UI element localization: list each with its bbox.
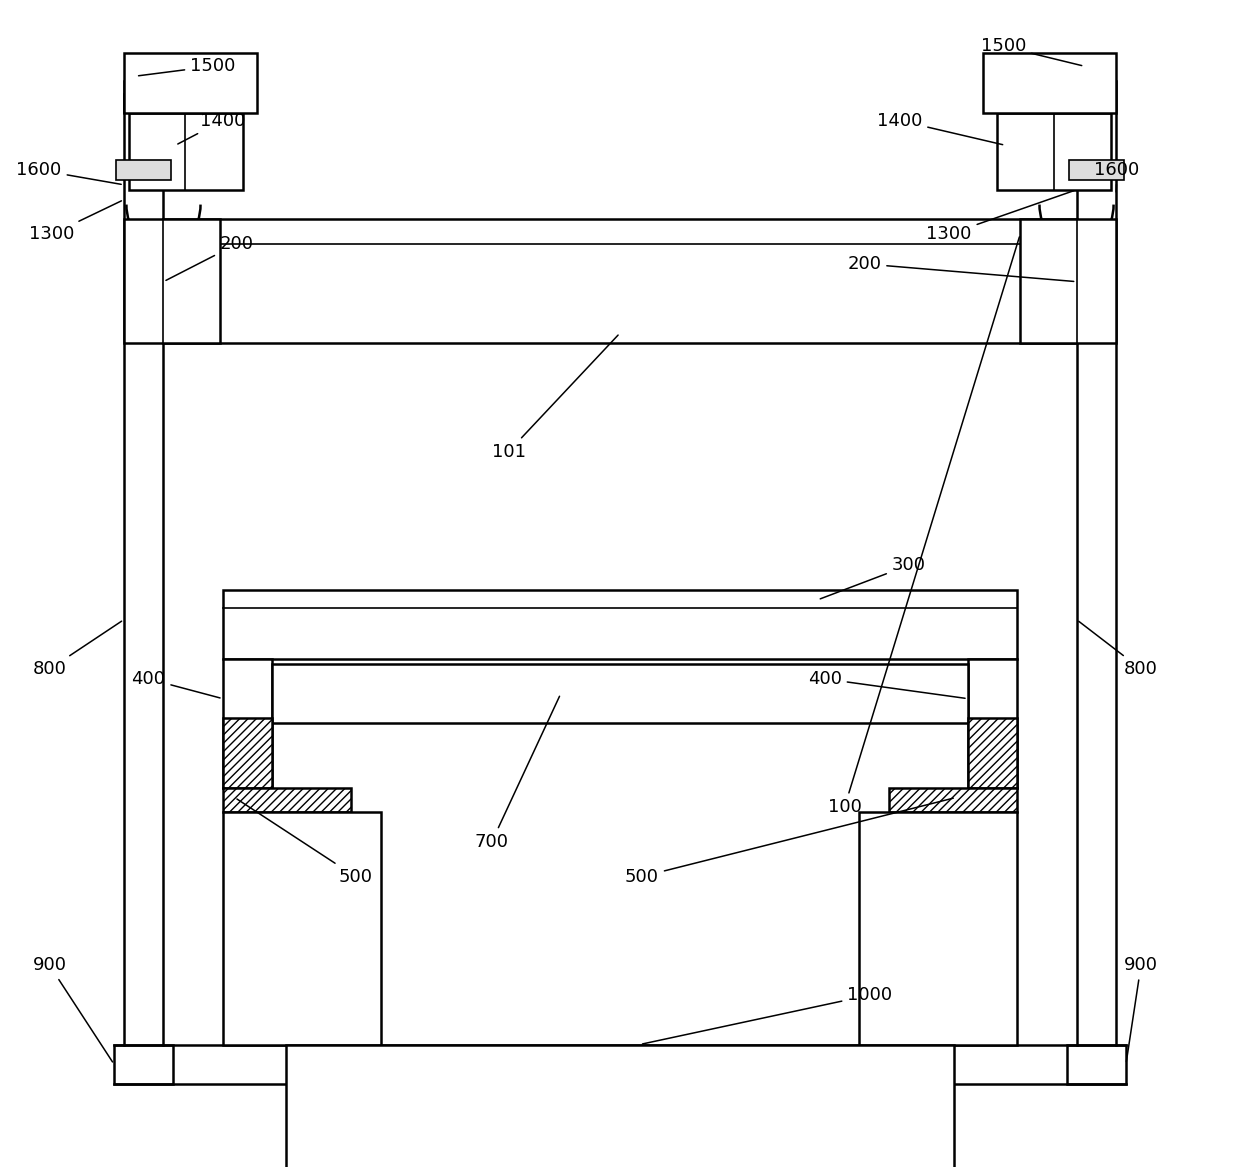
Text: 500: 500 bbox=[625, 798, 954, 885]
Text: 1300: 1300 bbox=[30, 201, 122, 243]
Bar bbox=[124, 220, 219, 343]
Text: 1500: 1500 bbox=[981, 38, 1081, 66]
Bar bbox=[223, 812, 381, 1045]
Bar bbox=[124, 94, 243, 113]
Bar bbox=[968, 659, 1017, 788]
Text: 1400: 1400 bbox=[177, 112, 246, 144]
Text: 1600: 1600 bbox=[1095, 161, 1140, 191]
Text: 300: 300 bbox=[820, 556, 926, 599]
Bar bbox=[117, 160, 171, 180]
Text: 900: 900 bbox=[1123, 957, 1158, 1061]
Bar bbox=[223, 659, 272, 788]
Text: 400: 400 bbox=[131, 670, 219, 699]
Text: 1300: 1300 bbox=[926, 190, 1074, 243]
Text: 800: 800 bbox=[1079, 621, 1158, 679]
Bar bbox=[286, 1045, 954, 1174]
Bar bbox=[114, 1045, 174, 1084]
Bar bbox=[997, 94, 1116, 113]
Bar bbox=[1021, 220, 1116, 343]
Bar bbox=[272, 664, 968, 723]
Bar bbox=[982, 53, 1116, 113]
Bar bbox=[997, 113, 1111, 190]
Text: 200: 200 bbox=[166, 235, 254, 281]
Bar bbox=[223, 788, 351, 812]
Text: 500: 500 bbox=[237, 799, 372, 885]
Bar bbox=[223, 591, 1017, 659]
Bar bbox=[164, 220, 1076, 343]
Bar bbox=[889, 788, 1017, 812]
Text: 1000: 1000 bbox=[642, 986, 893, 1044]
Text: 200: 200 bbox=[847, 255, 1074, 282]
Text: 1400: 1400 bbox=[877, 112, 1003, 144]
Bar bbox=[129, 113, 243, 190]
Text: 100: 100 bbox=[827, 237, 1019, 816]
Text: 1600: 1600 bbox=[16, 161, 122, 184]
Text: 700: 700 bbox=[475, 696, 559, 851]
Text: 900: 900 bbox=[32, 957, 113, 1062]
Text: 101: 101 bbox=[491, 335, 618, 460]
Bar bbox=[124, 53, 258, 113]
Bar bbox=[223, 718, 272, 788]
Text: 1500: 1500 bbox=[139, 58, 236, 76]
Bar bbox=[968, 718, 1017, 788]
Text: 800: 800 bbox=[32, 621, 122, 679]
Bar bbox=[1066, 1045, 1126, 1084]
Text: 400: 400 bbox=[807, 670, 965, 699]
Bar bbox=[859, 812, 1017, 1045]
Bar bbox=[1069, 160, 1123, 180]
